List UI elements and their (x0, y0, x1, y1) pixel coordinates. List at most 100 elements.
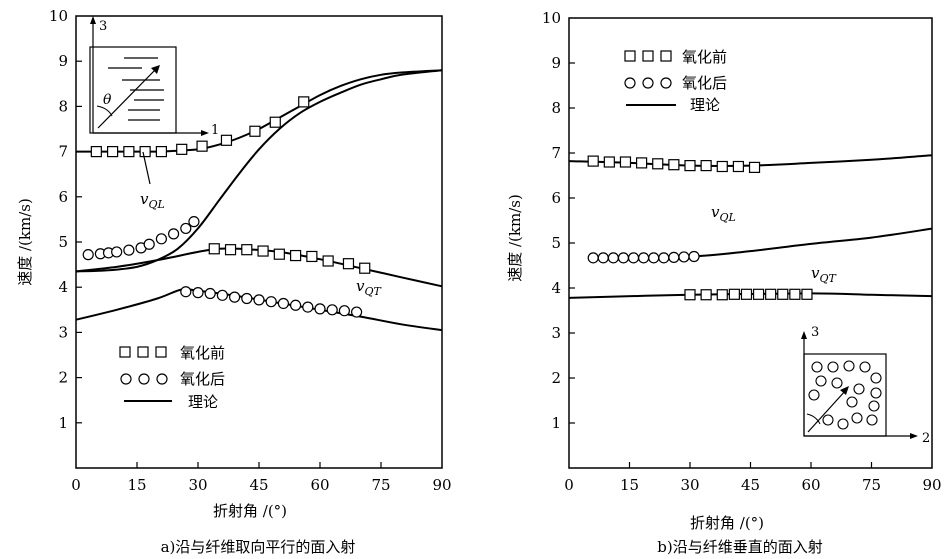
panel-a-inset-incident-arrowhead (151, 65, 160, 74)
y-tick-label: 2 (551, 369, 561, 387)
legend-a-square-1 (119, 346, 131, 358)
data-point-after-oxidation (180, 222, 192, 235)
data-point-after-oxidation (111, 246, 123, 258)
legend-b-theory-label: 理论 (690, 96, 720, 114)
data-point-before-oxidation (777, 288, 789, 300)
data-point-after-oxidation (123, 244, 135, 256)
data-point-after-oxidation (192, 287, 204, 299)
y-tick-label: 6 (58, 188, 68, 206)
panel-a-inset-arrowhead-right (201, 130, 209, 136)
data-point-before-oxidation (106, 146, 119, 158)
panel-a-axis-ticks (76, 60, 382, 468)
data-point-before-oxidation (273, 248, 285, 260)
panel-a-y-tick-labels: 1 2 3 4 5 6 7 8 9 10 (49, 7, 68, 432)
legend-a-theory-label: 理论 (188, 393, 218, 411)
panel-a-inset-theta: θ (103, 92, 112, 108)
data-point-after-oxidation (638, 252, 650, 264)
data-point-before-oxidation (220, 134, 233, 146)
x-tick-label: 60 (310, 476, 329, 494)
data-point-before-oxidation (789, 288, 801, 300)
data-point-after-oxidation (216, 289, 228, 301)
legend-a-before-symbols (119, 346, 167, 358)
panel-b-inset-label-3: 3 (811, 325, 819, 340)
y-tick-label: 4 (58, 278, 68, 296)
legend-a-after-symbols (120, 373, 168, 385)
panel-a-caption: a)沿与纤维取向平行的面入射 (161, 538, 356, 556)
data-point-after-oxidation (229, 291, 241, 303)
data-point-before-oxidation (155, 146, 167, 158)
data-point-before-oxidation (249, 125, 261, 137)
panel-b-x-tick-labels: 0 15 30 45 60 75 90 (564, 476, 941, 494)
data-point-after-oxidation (253, 294, 265, 306)
theory-curve (75, 247, 443, 288)
data-point-after-oxidation (678, 251, 690, 263)
x-tick-label: 75 (371, 476, 390, 494)
x-tick-label: 0 (564, 476, 574, 494)
panel-b-legend: 氧化前 氧化后 理论 (624, 48, 727, 114)
legend-a-after-label: 氧化后 (180, 370, 225, 388)
data-point-after-oxidation (204, 287, 216, 300)
x-tick-label: 30 (188, 476, 207, 494)
data-point-before-oxidation (752, 288, 765, 300)
x-tick-label: 45 (741, 476, 760, 494)
data-point-before-oxidation (176, 143, 188, 155)
data-point-before-oxidation (603, 156, 615, 168)
data-point-before-oxidation (668, 159, 680, 171)
y-tick-label: 10 (542, 9, 561, 27)
legend-b-after-label: 氧化后 (682, 74, 727, 92)
y-tick-label: 9 (58, 52, 68, 70)
panel-a-inset-arrowhead-up (90, 16, 96, 24)
panel-b-inset-arrowhead-right (910, 433, 918, 439)
legend-b-before-label: 氧化前 (682, 48, 727, 66)
data-point-after-oxidation (302, 301, 314, 313)
data-point-before-oxidation (765, 288, 777, 300)
data-point-after-oxidation (155, 233, 167, 245)
panel-b-vql-label: vQL (711, 203, 736, 224)
y-tick-label: 1 (551, 414, 561, 432)
y-tick-label: 8 (58, 97, 68, 115)
data-point-before-oxidation (740, 288, 753, 300)
data-point-after-oxidation (314, 303, 326, 315)
legend-b-after-symbols (624, 77, 672, 89)
y-tick-label: 6 (551, 189, 561, 207)
data-point-after-oxidation (351, 306, 363, 318)
panel-a-inset-label-1: 1 (211, 123, 219, 138)
legend-a-circle-1 (120, 373, 132, 385)
legend-b-square-3 (660, 50, 672, 62)
panel-a-vql-label: vQL (140, 190, 165, 211)
panel-b-inset-incident-arrowhead (840, 386, 849, 395)
data-point-before-oxidation (652, 158, 664, 170)
panel-a-vql-leader (142, 151, 151, 185)
data-point-after-oxidation (688, 250, 700, 263)
data-point-after-oxidation (168, 228, 180, 240)
data-point-before-oxidation (257, 245, 269, 257)
theory-curve (75, 69, 443, 273)
data-point-after-oxidation (648, 252, 660, 264)
data-point-after-oxidation (587, 252, 599, 264)
data-point-before-oxidation (587, 155, 599, 167)
legend-b-square-1 (624, 50, 636, 62)
panel-b-inset-incident-arrow (807, 389, 847, 433)
panel-a-inset-label-3: 3 (99, 19, 107, 34)
data-point-before-oxidation (748, 161, 761, 173)
data-point-after-oxidation (326, 304, 338, 316)
panel-a-x-tick-labels: 0 15 30 45 60 75 90 (71, 476, 451, 494)
panel-b-axis-ticks (569, 62, 873, 468)
y-tick-label: 2 (58, 369, 68, 387)
data-point-after-oxidation (265, 296, 277, 308)
data-point-before-oxidation (269, 116, 281, 128)
legend-b-circle-2 (642, 77, 654, 89)
data-point-before-oxidation (196, 140, 208, 152)
data-point-before-oxidation (619, 156, 632, 168)
x-tick-label: 30 (680, 476, 699, 494)
data-point-after-oxidation (668, 251, 680, 263)
data-point-before-oxidation (298, 96, 310, 108)
data-point-before-oxidation (716, 160, 728, 173)
panel-b-vqt-label: vQT (811, 264, 838, 285)
panel-b-x-axis-title: 折射角 /(°) (690, 514, 764, 532)
y-tick-label: 10 (49, 7, 68, 25)
data-point-before-oxidation (732, 160, 745, 173)
y-tick-label: 5 (551, 234, 561, 252)
